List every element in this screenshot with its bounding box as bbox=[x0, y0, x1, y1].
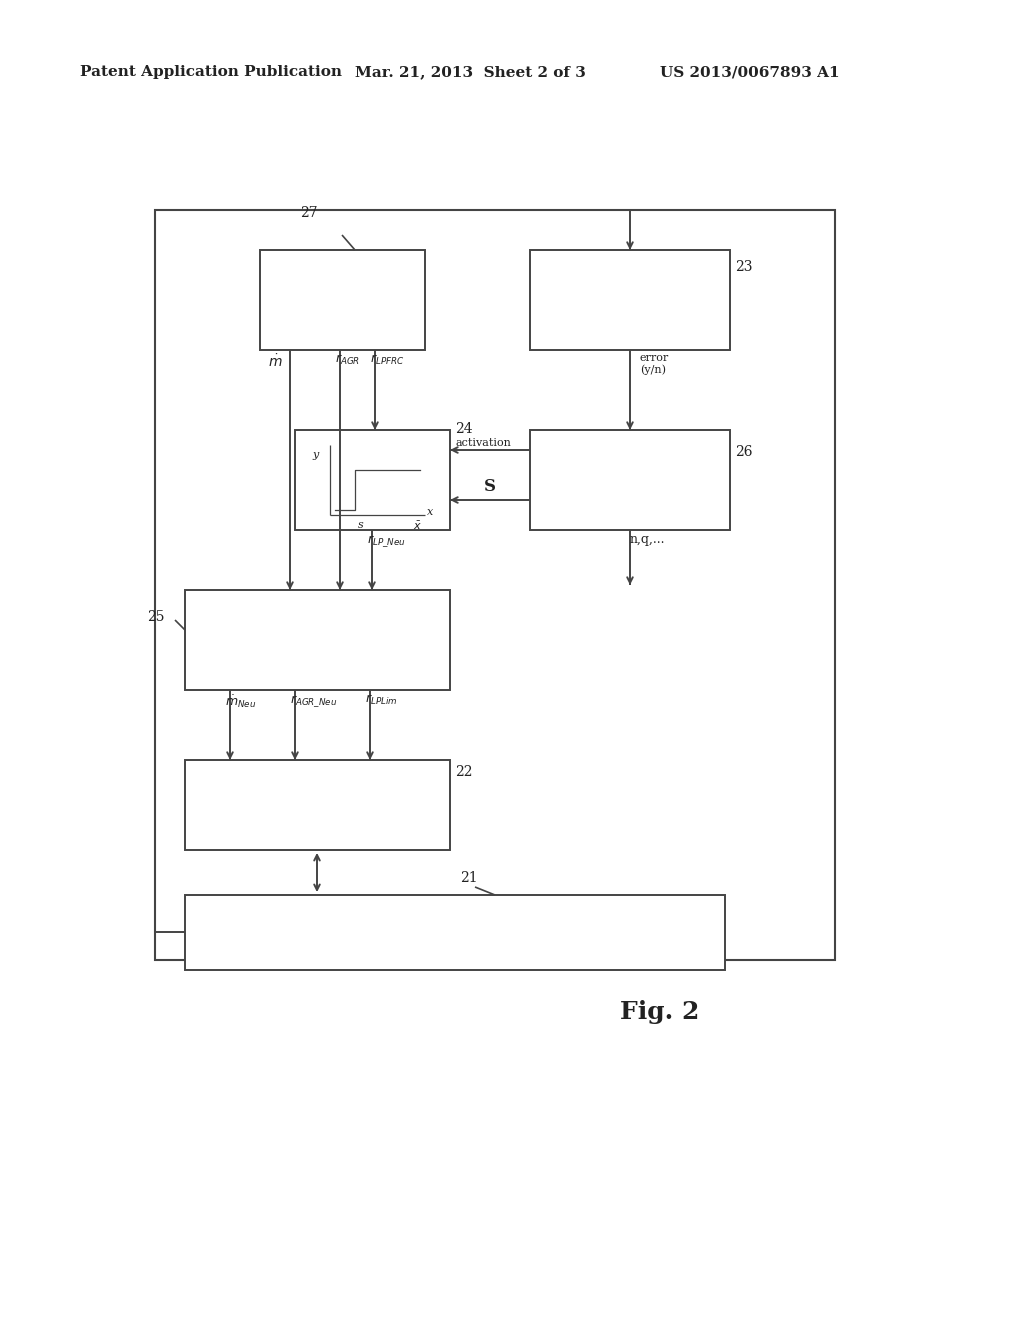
Text: $\bar{x}$: $\bar{x}$ bbox=[413, 520, 422, 532]
Bar bbox=[295, 430, 450, 531]
Bar bbox=[530, 249, 730, 350]
Text: $r_{LPLim}$: $r_{LPLim}$ bbox=[365, 693, 397, 708]
Text: $r_{AGR}$: $r_{AGR}$ bbox=[335, 352, 360, 367]
Text: 21: 21 bbox=[460, 871, 477, 884]
Text: Mar. 21, 2013  Sheet 2 of 3: Mar. 21, 2013 Sheet 2 of 3 bbox=[355, 65, 586, 79]
Bar bbox=[185, 760, 450, 850]
Text: 23: 23 bbox=[735, 260, 753, 275]
Bar bbox=[155, 210, 835, 960]
Text: s: s bbox=[358, 520, 364, 531]
Text: S: S bbox=[484, 478, 496, 495]
Text: 26: 26 bbox=[735, 445, 753, 459]
Text: activation: activation bbox=[455, 438, 511, 447]
Text: $\dot{m}_{Neu}$: $\dot{m}_{Neu}$ bbox=[225, 693, 256, 710]
Text: 24: 24 bbox=[455, 422, 473, 436]
Text: n,q,...: n,q,... bbox=[630, 533, 666, 546]
Text: $r_{AGR\_Neu}$: $r_{AGR\_Neu}$ bbox=[290, 693, 338, 709]
Bar bbox=[185, 895, 725, 970]
Text: 27: 27 bbox=[300, 206, 317, 220]
Text: Patent Application Publication: Patent Application Publication bbox=[80, 65, 342, 79]
Text: y: y bbox=[312, 450, 318, 459]
Text: $\dot{m}$: $\dot{m}$ bbox=[268, 352, 283, 370]
Bar bbox=[260, 249, 425, 350]
Text: x: x bbox=[427, 507, 433, 517]
Text: error
(y/n): error (y/n) bbox=[640, 352, 670, 375]
Text: 25: 25 bbox=[147, 610, 165, 624]
Text: 22: 22 bbox=[455, 766, 472, 779]
Text: Fig. 2: Fig. 2 bbox=[620, 1001, 699, 1024]
Text: $r_{LPFRC}$: $r_{LPFRC}$ bbox=[370, 352, 404, 367]
Bar bbox=[185, 590, 450, 690]
Text: US 2013/0067893 A1: US 2013/0067893 A1 bbox=[660, 65, 840, 79]
Bar bbox=[530, 430, 730, 531]
Text: $r_{LP\_Neu}$: $r_{LP\_Neu}$ bbox=[367, 533, 406, 549]
